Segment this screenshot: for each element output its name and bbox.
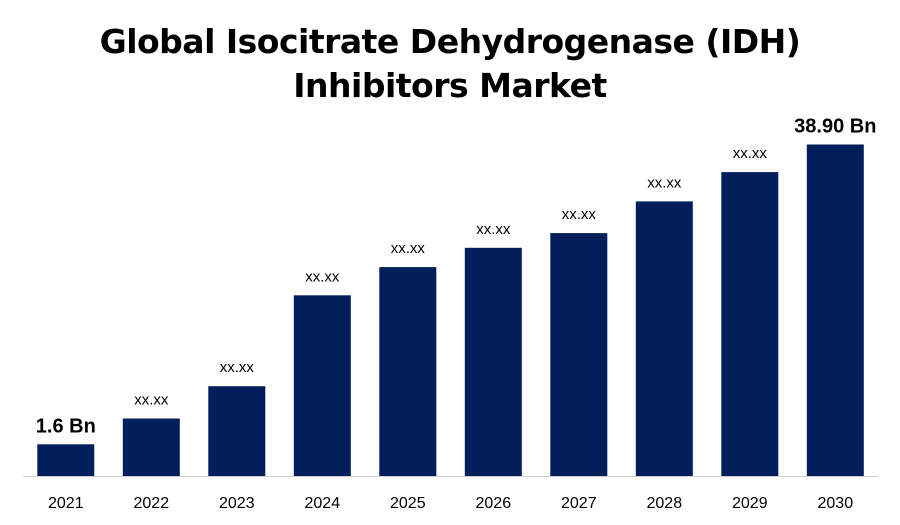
- bar-2027: [550, 233, 608, 476]
- chart-title-line-1: Global Isocitrate Dehydrogenase (IDH): [99, 22, 801, 61]
- bar-2024: [293, 295, 351, 476]
- x-tick-label-2030: 2030: [818, 495, 854, 512]
- x-tick-label-2024: 2024: [305, 495, 341, 512]
- x-tick-label-2028: 2028: [647, 495, 683, 512]
- bar-2021: [37, 444, 95, 476]
- bar-2028: [635, 201, 693, 476]
- bar-2023: [208, 386, 266, 476]
- value-label-2030: 38.90 Bn: [794, 116, 876, 138]
- bar-2029: [721, 172, 779, 476]
- bar-2026: [464, 247, 522, 476]
- value-label-2023: xx.xx: [220, 359, 255, 376]
- bar-2022: [122, 418, 180, 476]
- value-label-2029: xx.xx: [733, 145, 768, 162]
- x-tick-label-2022: 2022: [134, 495, 170, 512]
- value-label-2026: xx.xx: [476, 221, 511, 238]
- x-tick-label-2021: 2021: [48, 495, 84, 512]
- x-tick-label-2023: 2023: [219, 495, 255, 512]
- chart-title: Global Isocitrate Dehydrogenase (IDH) In…: [0, 20, 900, 108]
- x-tick-label-2029: 2029: [732, 495, 768, 512]
- x-tick-label-2026: 2026: [476, 495, 512, 512]
- value-label-2028: xx.xx: [647, 174, 682, 191]
- bar-2030: [806, 144, 864, 476]
- bar-2025: [379, 267, 437, 476]
- x-tick-label-2027: 2027: [561, 495, 597, 512]
- value-label-2025: xx.xx: [391, 240, 426, 257]
- value-label-2021: 1.6 Bn: [36, 415, 96, 437]
- chart-title-line-2: Inhibitors Market: [293, 66, 607, 105]
- value-label-2027: xx.xx: [562, 206, 597, 223]
- value-label-2024: xx.xx: [305, 268, 340, 285]
- value-label-2022: xx.xx: [134, 392, 169, 409]
- x-tick-label-2025: 2025: [390, 495, 426, 512]
